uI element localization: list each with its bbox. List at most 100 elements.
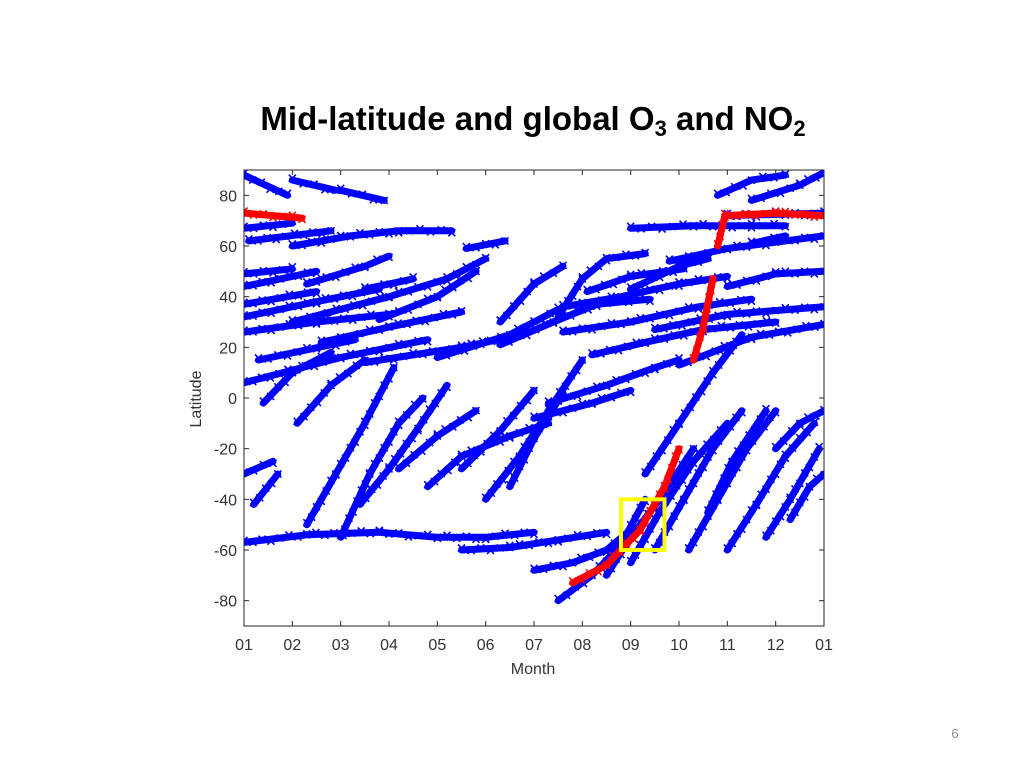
- data-point-marker: [747, 194, 756, 203]
- data-point-marker: [413, 424, 423, 433]
- satellite-track-26: [496, 295, 655, 349]
- satellite-track-9: [302, 252, 394, 288]
- data-point-marker: [795, 419, 804, 428]
- data-point-marker: [365, 409, 374, 419]
- data-point-marker: [423, 530, 432, 539]
- data-point-marker: [457, 543, 466, 553]
- data-point-marker: [442, 351, 451, 360]
- data-point-marker: [758, 172, 767, 181]
- data-point-marker: [343, 369, 352, 378]
- data-point-marker: [525, 444, 534, 453]
- satellite-track-18: [244, 336, 432, 387]
- satellite-track-14: [375, 267, 481, 323]
- data-point-marker: [614, 346, 623, 355]
- data-point-marker: [819, 319, 824, 328]
- data-point-marker: [430, 313, 439, 322]
- data-point-marker: [248, 176, 257, 185]
- data-point-marker: [306, 403, 315, 412]
- data-point-marker: [433, 429, 442, 439]
- data-point-marker: [781, 170, 790, 179]
- data-point-marker: [529, 530, 539, 539]
- data-point-marker: [771, 269, 780, 278]
- data-point-marker: [261, 484, 270, 493]
- data-point-marker: [317, 497, 326, 506]
- data-point-marker: [715, 297, 724, 306]
- data-point-marker: [294, 302, 303, 311]
- data-point-marker: [384, 343, 394, 352]
- data-point-marker: [756, 329, 765, 338]
- data-point-marker: [348, 529, 357, 538]
- data-point-marker: [259, 460, 268, 469]
- data-point-marker: [592, 382, 601, 391]
- data-point-marker: [384, 292, 394, 301]
- data-point-marker: [800, 267, 809, 276]
- data-point-marker: [723, 310, 732, 319]
- data-point-marker: [505, 543, 514, 552]
- data-point-marker: [753, 319, 762, 328]
- data-point-marker: [285, 290, 294, 299]
- data-point-marker: [357, 526, 366, 535]
- data-point-marker: [266, 185, 275, 194]
- data-point-marker: [692, 345, 701, 355]
- data-point-marker: [481, 533, 490, 542]
- data-point-marker: [389, 363, 398, 372]
- data-point-marker: [786, 184, 795, 193]
- data-point-marker: [244, 280, 249, 289]
- data-point-marker: [366, 284, 375, 293]
- data-point-marker: [812, 474, 821, 483]
- data-point-marker: [699, 323, 708, 332]
- data-point-marker: [666, 492, 676, 501]
- data-point-marker: [367, 485, 376, 494]
- data-point-marker: [811, 173, 821, 182]
- data-point-marker: [667, 463, 676, 472]
- data-point-marker: [587, 399, 597, 408]
- data-point-marker: [389, 427, 398, 436]
- x-tick-label: 09: [622, 637, 640, 654]
- data-point-marker: [771, 267, 780, 276]
- data-point-marker: [795, 421, 804, 430]
- data-point-marker: [616, 320, 626, 329]
- track-band: [762, 445, 823, 541]
- data-point-marker: [500, 236, 510, 245]
- data-point-marker: [278, 212, 287, 221]
- data-point-marker: [585, 553, 594, 562]
- data-point-marker: [781, 502, 790, 511]
- data-point-marker: [456, 415, 465, 424]
- data-point-marker: [305, 312, 314, 321]
- data-point-marker: [612, 253, 621, 262]
- highlight-track-0: [244, 207, 307, 224]
- data-point-marker: [665, 282, 674, 291]
- data-point-marker: [297, 241, 307, 250]
- data-point-marker: [678, 220, 688, 229]
- data-point-marker: [413, 531, 423, 540]
- satellite-track-6: [462, 236, 510, 252]
- data-point-marker: [248, 538, 258, 547]
- data-point-marker: [415, 224, 424, 233]
- data-point-marker: [747, 176, 756, 185]
- data-point-marker: [645, 274, 655, 284]
- data-point-marker: [418, 350, 427, 359]
- data-point-marker: [624, 298, 633, 307]
- data-point-marker: [476, 543, 485, 553]
- data-point-marker: [558, 326, 568, 335]
- data-point-marker: [650, 363, 659, 372]
- data-point-marker: [510, 531, 519, 540]
- data-point-marker: [448, 422, 457, 431]
- satellite-track-41: [249, 469, 282, 508]
- data-point-marker: [481, 253, 490, 262]
- data-point-marker: [645, 297, 655, 306]
- data-point-marker: [703, 248, 713, 257]
- data-point-marker: [786, 495, 795, 504]
- track-band: [303, 364, 398, 529]
- data-point-marker: [741, 209, 750, 218]
- data-point-marker: [320, 388, 329, 397]
- data-point-marker: [660, 334, 669, 344]
- data-point-marker: [771, 318, 780, 328]
- data-point-marker: [563, 534, 572, 543]
- data-point-marker: [357, 313, 366, 322]
- data-point-marker: [646, 462, 655, 471]
- plot-layer: [244, 170, 824, 605]
- data-point-marker: [742, 515, 751, 524]
- x-tick-label: 10: [670, 637, 688, 654]
- data-point-marker: [413, 282, 423, 291]
